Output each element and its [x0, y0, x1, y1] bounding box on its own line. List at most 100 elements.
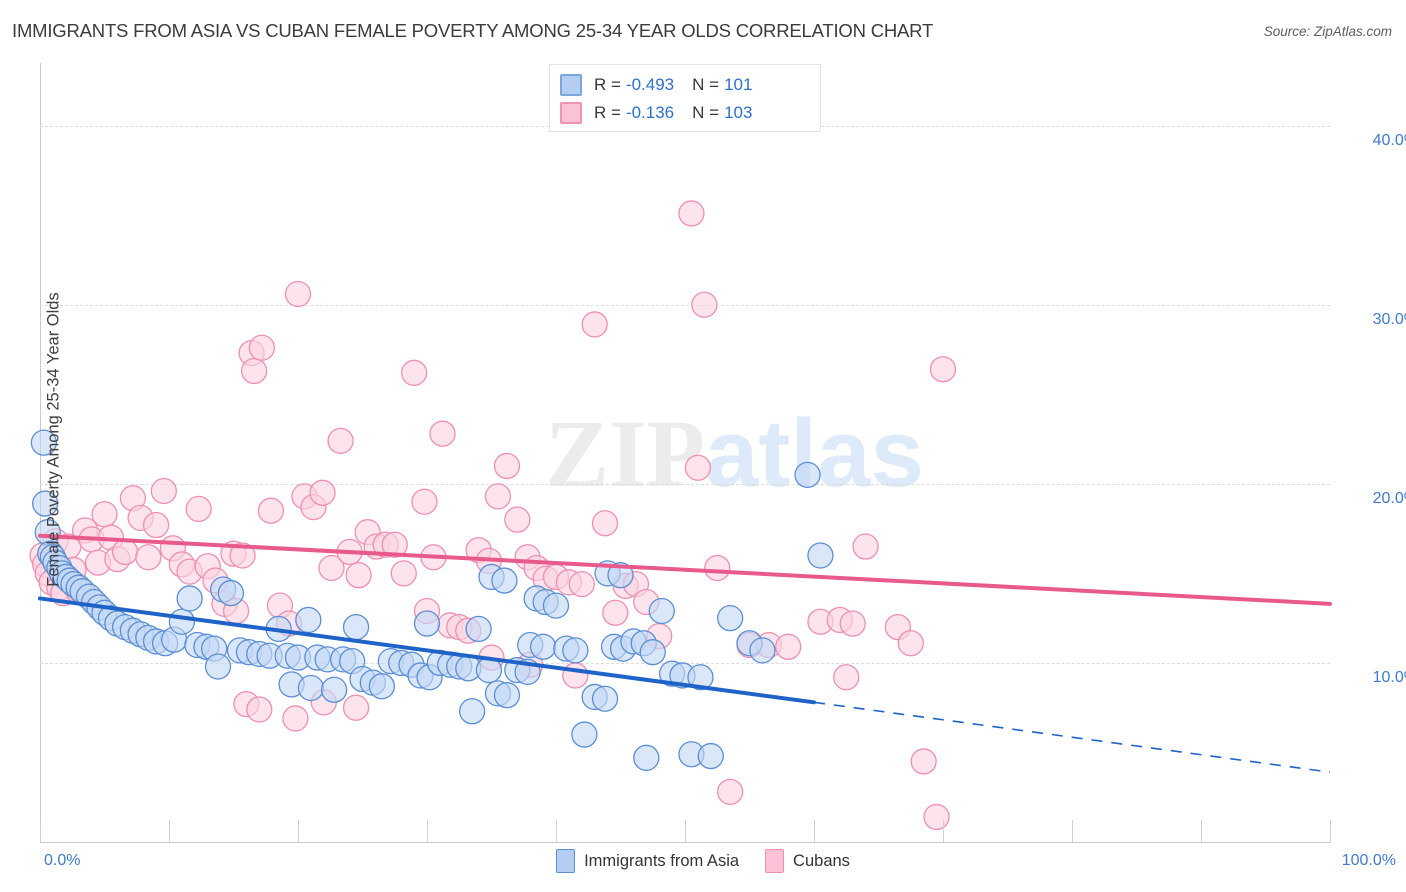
trend-line [38, 533, 1332, 606]
y-tick-label: 10.0% [1372, 668, 1406, 686]
data-point [248, 334, 276, 361]
data-point [504, 506, 531, 533]
data-point [246, 696, 273, 723]
data-point [168, 608, 196, 635]
source-label: Source: ZipAtlas.com [1263, 24, 1392, 39]
data-point [297, 674, 325, 702]
correlation-legend: R = -0.493 N = 101 R = -0.136 N = 103 [549, 64, 821, 132]
data-point [923, 803, 950, 831]
legend-n-value-blue: 101 [724, 75, 753, 94]
legend-r-label-pink: R = [594, 103, 621, 122]
data-point [775, 633, 802, 660]
data-point [318, 554, 345, 582]
legend-swatch-pink [560, 102, 582, 124]
data-point [30, 429, 58, 456]
data-point [910, 748, 937, 775]
x-axis-min-label: 0.0% [44, 852, 81, 869]
series-swatch-cubans [765, 849, 785, 873]
data-point [458, 698, 486, 725]
data-point [91, 501, 118, 528]
x-tick-mark [1330, 820, 1331, 842]
series-legend-item-cubans[interactable]: Cubans [765, 849, 850, 873]
data-point [368, 673, 396, 700]
gridline [40, 483, 1330, 485]
data-point [607, 562, 634, 589]
data-point [295, 606, 322, 634]
data-point [320, 676, 348, 703]
data-point [240, 357, 268, 385]
data-point [678, 200, 705, 227]
data-point [691, 291, 718, 318]
data-point [309, 479, 336, 506]
data-point [111, 538, 139, 566]
data-point [257, 497, 285, 524]
x-tick-mark [814, 820, 815, 842]
series-points-asia [30, 429, 834, 771]
data-point [229, 542, 256, 569]
x-tick-mark [40, 820, 41, 842]
data-point [342, 613, 370, 641]
scatter-canvas [29, 200, 1332, 831]
data-point [411, 488, 438, 515]
x-tick-mark [298, 820, 299, 842]
data-point [897, 630, 924, 657]
legend-n-value-pink: 103 [724, 103, 753, 122]
data-point [342, 694, 370, 721]
data-point [591, 510, 619, 537]
data-point [697, 742, 724, 770]
series-legend: Immigrants from Asia Cubans [0, 849, 1406, 873]
data-point [687, 664, 714, 691]
series-points-cubans [29, 200, 957, 831]
legend-r-value-blue: -0.493 [625, 75, 675, 94]
data-point [465, 615, 492, 643]
y-tick-label: 20.0% [1372, 489, 1406, 507]
data-point [381, 531, 408, 558]
data-point [217, 579, 245, 607]
legend-n-label-pink: N = [692, 103, 720, 122]
data-point [529, 633, 557, 660]
data-point [852, 533, 879, 560]
plot-area: Female Poverty Among 25-34 Year Olds 10.… [29, 63, 1406, 842]
trend-line-projection [813, 701, 1331, 773]
data-point [282, 705, 309, 732]
data-point [542, 592, 570, 619]
data-point [568, 570, 595, 598]
data-point [749, 637, 776, 664]
data-point [602, 599, 629, 626]
x-tick-mark [1201, 820, 1202, 842]
data-point [684, 454, 712, 481]
series-legend-item-asia[interactable]: Immigrants from Asia [556, 849, 739, 873]
data-point [833, 664, 860, 691]
data-point [633, 744, 660, 771]
legend-swatch-blue [560, 74, 582, 96]
data-point [839, 610, 866, 637]
data-point [648, 597, 675, 625]
x-axis-line [40, 842, 1331, 843]
x-tick-mark [556, 820, 557, 842]
data-point [185, 495, 212, 523]
y-tick-label: 40.0% [1372, 131, 1406, 149]
legend-r-label-blue: R = [594, 75, 621, 94]
data-point [581, 311, 608, 338]
data-point [704, 554, 731, 582]
data-point [284, 280, 312, 308]
data-point [929, 356, 957, 383]
series-label-cubans: Cubans [793, 851, 850, 870]
data-point [639, 639, 666, 666]
data-point [413, 610, 441, 637]
data-point [717, 604, 744, 632]
x-tick-mark [169, 820, 170, 842]
data-point [491, 567, 518, 594]
data-point [591, 685, 619, 712]
x-axis-max-label: 100.0% [1341, 852, 1396, 869]
legend-row-cubans: R = -0.136 N = 103 [560, 100, 752, 126]
data-point [327, 427, 354, 455]
data-point [390, 560, 417, 587]
data-point [345, 562, 372, 589]
legend-r-value-pink: -0.136 [625, 103, 675, 122]
x-tick-mark [1072, 820, 1073, 842]
gridline [40, 304, 1330, 306]
page-title: IMMIGRANTS FROM ASIA VS CUBAN FEMALE POV… [12, 20, 934, 41]
data-point [493, 452, 521, 480]
